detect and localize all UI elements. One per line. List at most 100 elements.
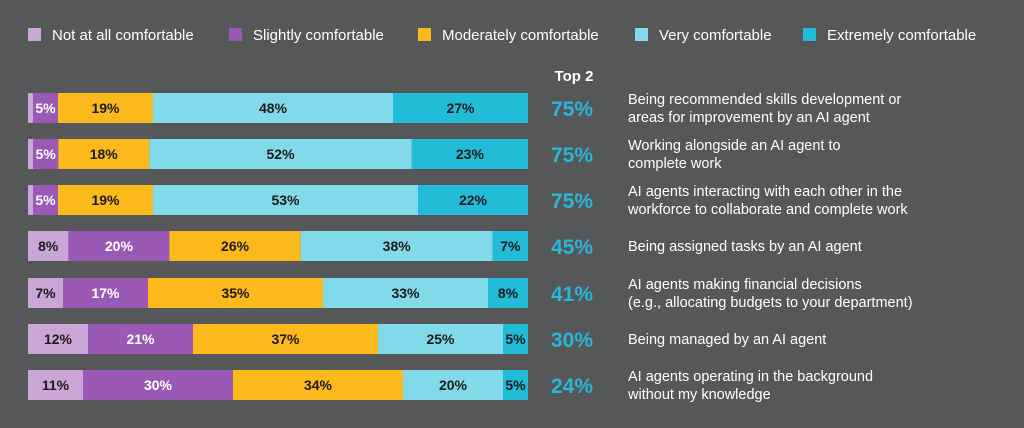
bar-segment-r5-s5 — [488, 278, 528, 308]
bar-segment-r3-s1 — [28, 185, 33, 215]
category-label-4-line-1: Being assigned tasks by an AI agent — [628, 239, 862, 255]
category-label-5-line-2: (e.g., allocating budgets to your depart… — [628, 295, 913, 311]
data-label-r7-s4: 20% — [439, 377, 468, 393]
top2-value-7: 24% — [551, 375, 593, 398]
data-label-r5-s3: 35% — [221, 285, 250, 301]
bar-segment-r2-s2 — [33, 139, 59, 169]
data-label-r5-s1: 7% — [35, 285, 56, 301]
bar-segment-r2-s3 — [58, 139, 150, 169]
bar-segment-r7-s2 — [83, 370, 233, 400]
category-label-3-line-2: workforce to collaborate and complete wo… — [627, 202, 908, 218]
bar-segment-r2-s1 — [28, 139, 34, 169]
data-label-r1-s4: 48% — [259, 100, 288, 116]
bar-segment-r7-s5 — [503, 370, 528, 400]
top2-value-6: 30% — [551, 329, 593, 352]
bar-segment-r6-s3 — [193, 324, 378, 354]
top2-value-1: 75% — [551, 98, 593, 121]
category-label-2-line-2: complete work — [628, 156, 722, 172]
legend-label-2: Slightly comfortable — [253, 27, 384, 44]
bar-segment-r3-s4 — [153, 185, 418, 215]
data-label-r2-s5: 23% — [456, 146, 485, 162]
top2-value-2: 75% — [551, 144, 593, 167]
top2-value-4: 45% — [551, 236, 593, 259]
bar-segment-r4-s2 — [68, 231, 170, 261]
category-label-7-line-1: AI agents operating in the background — [628, 369, 873, 385]
bar-segment-r7-s3 — [233, 370, 403, 400]
data-label-r2-s3: 18% — [90, 146, 119, 162]
bar-segment-r3-s3 — [58, 185, 153, 215]
category-label-2-line-1: Working alongside an AI agent to — [628, 138, 841, 154]
data-label-r6-s5: 5% — [505, 331, 526, 347]
bar-segment-r3-s2 — [33, 185, 58, 215]
bar-segment-r4-s3 — [169, 231, 301, 261]
legend-label-3: Moderately comfortable — [442, 27, 599, 44]
bar-segment-r5-s3 — [148, 278, 323, 308]
bar-segment-r7-s1 — [28, 370, 83, 400]
bar-segment-r1-s5 — [393, 93, 528, 123]
legend-swatch-5 — [803, 28, 816, 41]
bar-segment-r1-s4 — [153, 93, 393, 123]
category-label-5-line-1: AI agents making financial decisions — [628, 277, 862, 293]
data-label-r3-s2: 5% — [35, 192, 56, 208]
bar-segment-r6-s2 — [88, 324, 193, 354]
data-label-r4-s3: 26% — [221, 238, 250, 254]
data-label-r4-s2: 20% — [105, 238, 134, 254]
data-label-r4-s5: 7% — [500, 238, 521, 254]
bar-segment-r5-s1 — [28, 278, 63, 308]
category-label-7-line-2: without my knowledge — [627, 387, 771, 403]
data-label-r5-s2: 17% — [91, 285, 120, 301]
data-label-r1-s2: 5% — [35, 100, 56, 116]
bars-group: 5% 19% 48% 27% 5% 18% 52% 23% 5% 19% 53% 22% 8% 20% 26… — [28, 93, 528, 400]
data-label-r7-s2: 30% — [144, 377, 173, 393]
bar-segment-r1-s1 — [28, 93, 33, 123]
data-label-r4-s1: 8% — [38, 238, 59, 254]
data-label-r3-s4: 53% — [271, 192, 300, 208]
top2-header: Top 2 — [555, 68, 594, 85]
category-labels: Being recommended skills development or a… — [627, 92, 913, 403]
bar-segment-r6-s5 — [503, 324, 528, 354]
data-label-r2-s2: 5% — [36, 146, 57, 162]
bar-segment-r1-s3 — [58, 93, 153, 123]
bar-segment-r4-s4 — [300, 231, 493, 261]
data-label-r6-s1: 12% — [44, 331, 73, 347]
data-label-r6-s4: 25% — [426, 331, 455, 347]
data-label-r2-s4: 52% — [267, 146, 296, 162]
category-label-6-line-1: Being managed by an AI agent — [628, 332, 826, 348]
bar-segment-r3-s5 — [418, 185, 528, 215]
data-label-r7-s1: 11% — [42, 377, 70, 393]
bar-segment-r2-s4 — [149, 139, 412, 169]
bar-segment-r5-s2 — [63, 278, 148, 308]
data-label-r6-s2: 21% — [126, 331, 155, 347]
legend-swatch-3 — [418, 28, 431, 41]
bar-segment-r6-s4 — [378, 324, 503, 354]
legend-label-4: Very comfortable — [659, 27, 772, 44]
legend-label-1: Not at all comfortable — [52, 27, 194, 44]
legend-swatch-4 — [635, 28, 648, 41]
data-label-r6-s3: 37% — [271, 331, 300, 347]
legend-label-5: Extremely comfortable — [827, 27, 976, 44]
data-label-r4-s4: 38% — [383, 238, 412, 254]
data-label-r3-s5: 22% — [459, 192, 488, 208]
legend-swatch-1 — [28, 28, 41, 41]
bar-segment-r2-s5 — [411, 139, 528, 169]
bar-segment-r1-s2 — [33, 93, 58, 123]
bar-segment-r5-s4 — [323, 278, 488, 308]
bar-segment-r7-s4 — [403, 370, 503, 400]
data-label-r5-s4: 33% — [391, 285, 420, 301]
data-label-r7-s3: 34% — [304, 377, 333, 393]
legend-swatch-2 — [229, 28, 242, 41]
category-label-3-line-1: AI agents interacting with each other in… — [628, 184, 902, 200]
bar-segment-r4-s1 — [28, 231, 69, 261]
category-label-1-line-1: Being recommended skills development or — [628, 92, 901, 108]
bar-segment-r6-s1 — [28, 324, 88, 354]
top2-values: 75% 75% 75% 45% 41% 30% 24% — [551, 98, 593, 398]
data-label-r1-s5: 27% — [446, 100, 475, 116]
data-label-r3-s3: 19% — [91, 192, 120, 208]
data-label-r5-s5: 8% — [498, 285, 519, 301]
data-label-r1-s3: 19% — [91, 100, 120, 116]
category-label-1-line-2: areas for improvement by an AI agent — [628, 110, 870, 126]
chart-legend: Not at all comfortable Slightly comfortab… — [28, 27, 976, 44]
data-label-r7-s5: 5% — [505, 377, 526, 393]
top2-value-3: 75% — [551, 190, 593, 213]
